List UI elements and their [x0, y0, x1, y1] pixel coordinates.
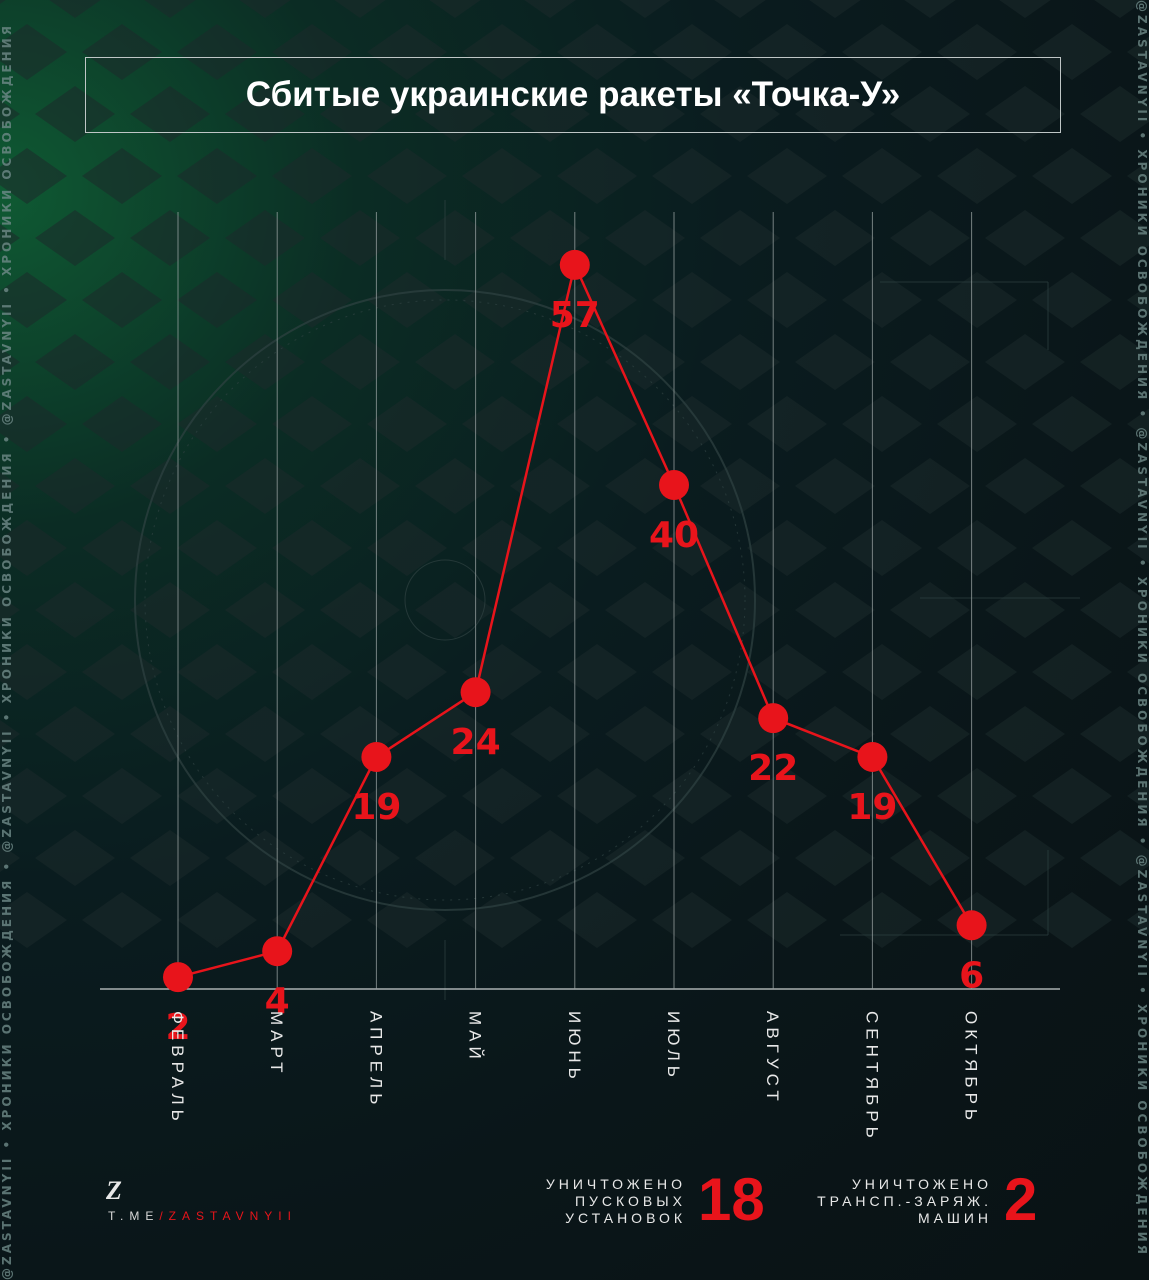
x-tick-label-9: ОКТЯБРЬ — [962, 1011, 981, 1125]
data-point-6 — [659, 470, 689, 500]
title-box: Сбитые украинские ракеты «Точка-У» — [85, 57, 1061, 133]
data-point-9 — [956, 910, 987, 941]
data-label-1: 2 — [165, 1007, 190, 1048]
data-label-7: 22 — [748, 748, 798, 789]
data-label-9: 6 — [959, 955, 984, 996]
stat-vehicles-value: 2 — [1004, 1166, 1038, 1233]
x-tick-label-4: МАЙ — [466, 1011, 485, 1064]
data-point-5 — [559, 249, 590, 280]
x-tick-label-6: ИЮЛЬ — [664, 1011, 683, 1082]
channel-link[interactable]: T.ME/ZASTAVNYII — [108, 1209, 297, 1223]
data-point-4 — [460, 677, 491, 708]
data-label-2: 4 — [265, 981, 290, 1022]
stat-vehicles-label: УНИЧТОЖЕНО ТРАНСП.-ЗАРЯЖ. МАШИН — [817, 1176, 992, 1226]
brand-logo: Z — [106, 1176, 122, 1205]
data-point-1 — [163, 962, 193, 993]
side-watermark-right: @ZASTAVNYII • ХРОНИКИ ОСВОБОЖДЕНИЯ • @ZA… — [1135, 0, 1149, 1257]
x-tick-label-1: ФЕВРАЛЬ — [168, 1011, 187, 1126]
chart-title: Сбитые украинские ракеты «Точка-У» — [245, 75, 901, 114]
stat-launchers-label: УНИЧТОЖЕНО ПУСКОВЫХ УСТАНОВОК — [545, 1176, 686, 1226]
data-label-6: 40 — [649, 515, 699, 556]
data-label-4: 24 — [451, 722, 501, 763]
x-tick-label-8: СЕНТЯБРЬ — [862, 1011, 881, 1143]
x-tick-label-2: МАРТ — [267, 1011, 286, 1077]
data-point-8 — [857, 741, 888, 772]
stat-launchers-value: 18 — [698, 1166, 765, 1233]
channel-link-prefix: T.ME — [108, 1209, 160, 1223]
data-label-3: 19 — [351, 787, 401, 828]
data-label-5: 57 — [550, 295, 600, 336]
data-point-3 — [361, 741, 392, 772]
x-tick-label-5: ИЮНЬ — [565, 1011, 584, 1084]
x-tick-label-7: АВГУСТ — [763, 1011, 782, 1106]
data-point-7 — [758, 703, 789, 734]
channel-link-suffix: /ZASTAVNYII — [159, 1209, 297, 1223]
x-tick-label-3: АПРЕЛЬ — [366, 1011, 385, 1109]
data-point-2 — [262, 936, 293, 967]
data-label-8: 19 — [847, 787, 897, 828]
